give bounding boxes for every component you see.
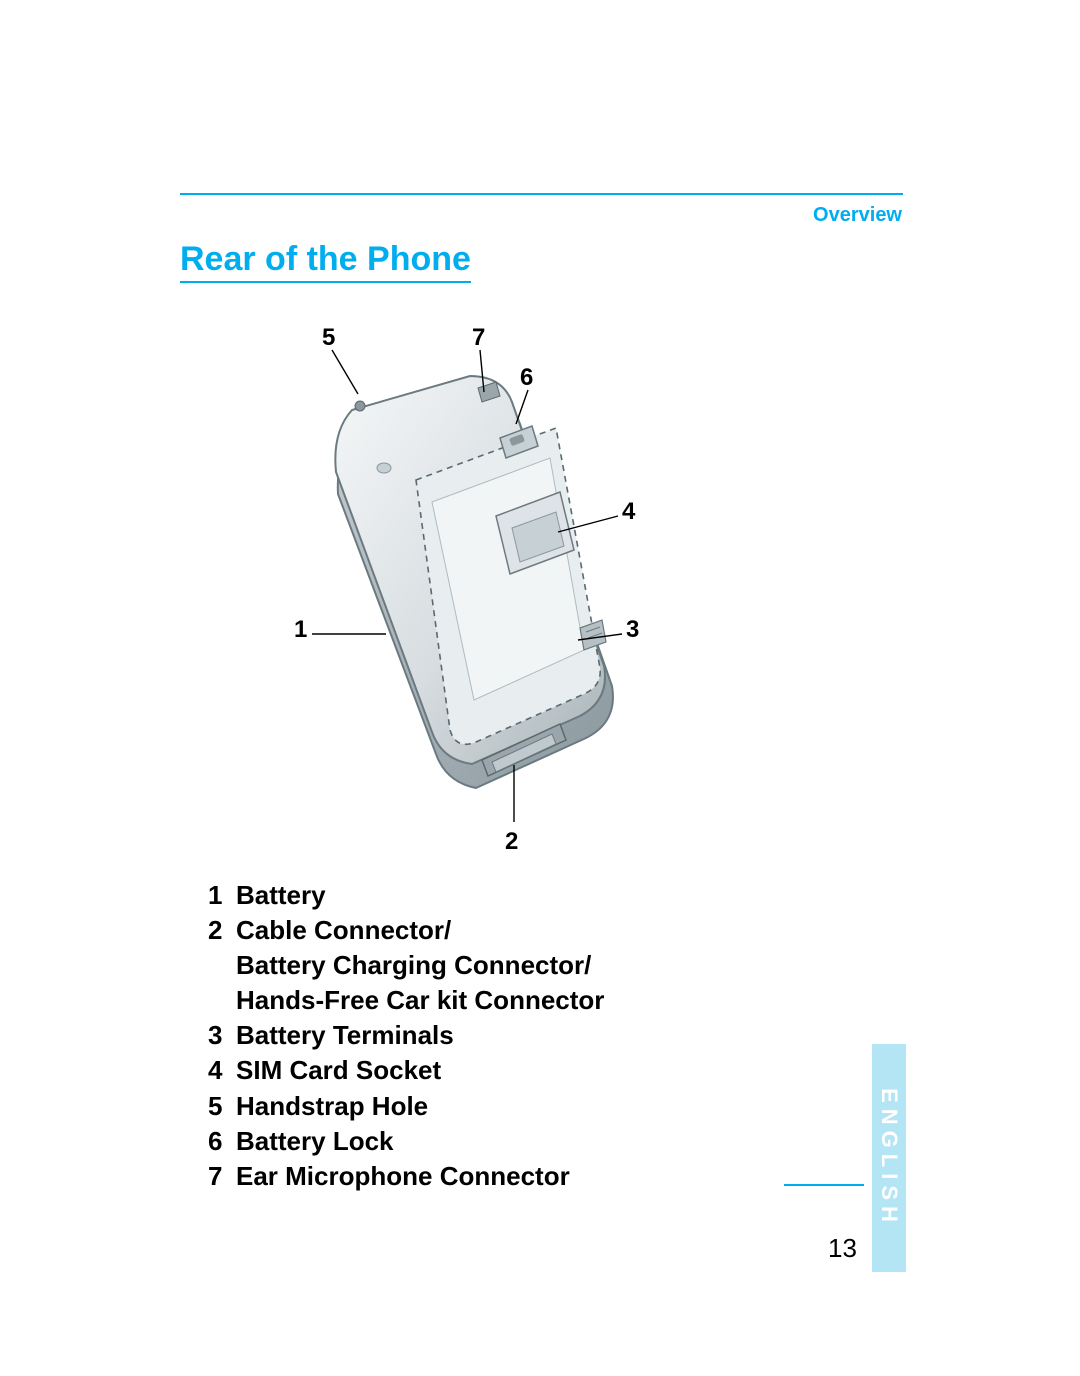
callout-5: 5: [322, 324, 335, 352]
legend-item-3: 3Battery Terminals: [208, 1018, 604, 1053]
callout-2: 2: [505, 828, 518, 856]
legend-item-6: 6Battery Lock: [208, 1124, 604, 1159]
language-tab: ENGLISH: [872, 1044, 906, 1272]
legend-item-1: 1Battery: [208, 878, 604, 913]
callout-1: 1: [294, 616, 307, 644]
callout-6: 6: [520, 364, 533, 392]
legend-item-5: 5Handstrap Hole: [208, 1089, 604, 1124]
section-title: Rear of the Phone: [180, 240, 471, 283]
legend-item-7: 7Ear Microphone Connector: [208, 1159, 604, 1194]
phone-diagram: 1 2 3 4 5 6 7: [260, 320, 760, 860]
legend-item-2-cont: Hands-Free Car kit Connector: [208, 983, 604, 1018]
page-number: 13: [828, 1233, 857, 1264]
legend-item-2-cont: Battery Charging Connector/: [208, 948, 604, 983]
callout-3: 3: [626, 616, 639, 644]
callout-4: 4: [622, 498, 635, 526]
phone-illustration: [260, 320, 760, 860]
header-label: Overview: [813, 204, 902, 227]
language-tab-text: ENGLISH: [876, 1088, 902, 1228]
legend: 1Battery2Cable Connector/Battery Chargin…: [208, 878, 604, 1194]
callout-7: 7: [472, 324, 485, 352]
legend-item-2: 2Cable Connector/: [208, 913, 604, 948]
legend-item-4: 4SIM Card Socket: [208, 1053, 604, 1088]
page-number-rule: [784, 1184, 864, 1186]
page: Overview Rear of the Phone: [0, 0, 1080, 1376]
top-rule: [180, 193, 903, 195]
